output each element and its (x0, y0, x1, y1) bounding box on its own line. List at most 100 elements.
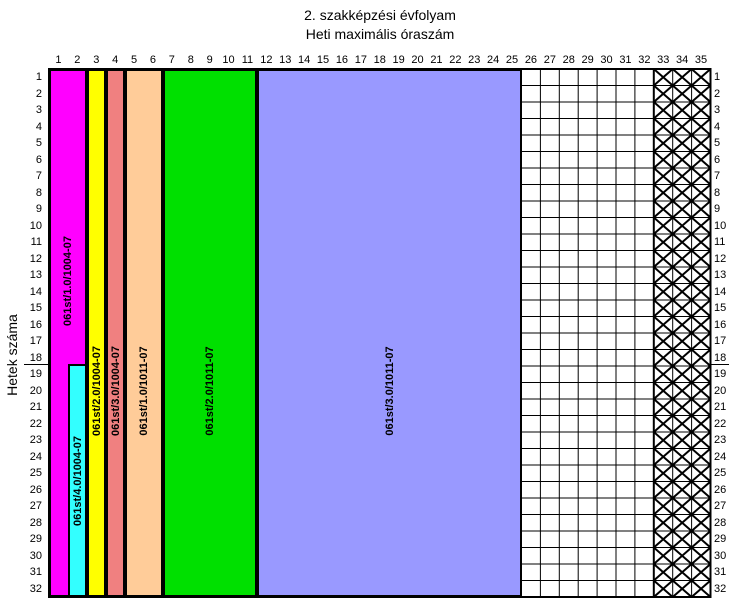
cross-line (672, 249, 693, 268)
week-number-right: 13 (714, 269, 727, 281)
cross-line (672, 480, 693, 499)
cross-line (690, 513, 712, 532)
week-number-right: 5 (714, 137, 721, 149)
cross-line (653, 332, 674, 351)
week-number-left: 3 (35, 104, 42, 116)
column-number: 8 (187, 54, 194, 66)
cross-line (690, 431, 712, 450)
column-number: 21 (430, 54, 443, 66)
cross-line (690, 315, 712, 334)
cross-line (672, 299, 693, 318)
cross-line (672, 68, 693, 87)
column-number: 16 (335, 54, 349, 66)
cross-line (653, 513, 674, 532)
week-number-right: 15 (714, 302, 727, 314)
week-number-right: 29 (714, 533, 727, 545)
cross-line (690, 299, 712, 318)
cross-line (653, 546, 674, 565)
cross-line (653, 431, 674, 450)
column-number: 28 (562, 54, 575, 66)
module-block-3: 061st/3.0/1004-07 (106, 69, 125, 597)
cross-line (672, 365, 693, 384)
module-label: 061st/1.0/1004-07 (62, 235, 74, 326)
cross-line (690, 134, 712, 153)
cross-line (653, 414, 674, 433)
week-number-right: 17 (714, 335, 727, 347)
semester-divider-right (710, 364, 729, 365)
cross-line (672, 266, 693, 285)
week-number-right: 1 (714, 71, 721, 83)
week-number-right: 20 (714, 384, 727, 397)
cross-line (672, 464, 693, 483)
cross-line (653, 233, 674, 252)
week-number-left: 29 (29, 533, 42, 545)
week-number-left: 23 (29, 434, 42, 446)
week-number-left: 12 (29, 252, 42, 265)
week-number-left: 18 (29, 351, 42, 364)
week-number-left: 19 (29, 368, 42, 380)
module-label: 061st/2.0/1004-07 (90, 345, 103, 436)
week-number-left: 26 (29, 483, 42, 496)
cross-line (672, 150, 693, 169)
week-number-right: 32 (714, 582, 727, 595)
cross-line (690, 233, 712, 252)
cross-line (672, 447, 693, 466)
week-number-left: 31 (29, 566, 42, 578)
cross-line (672, 497, 693, 516)
diagram-subtitle: Heti maximális óraszám (305, 26, 455, 42)
week-number-left: 14 (29, 285, 42, 298)
cross-line (672, 101, 693, 120)
week-number-right: 8 (714, 186, 721, 199)
column-number: 13 (279, 54, 292, 66)
week-number-right: 2 (714, 87, 721, 100)
column-number: 2 (74, 54, 81, 66)
week-number-right: 26 (714, 483, 727, 496)
cross-line (690, 464, 712, 483)
week-number-right: 3 (714, 104, 721, 116)
column-number: 12 (260, 54, 273, 66)
cross-line (653, 365, 674, 384)
column-number: 3 (93, 54, 100, 66)
cross-line (672, 84, 693, 103)
cross-line (672, 134, 693, 153)
cross-line (653, 398, 674, 417)
cross-line (672, 332, 693, 351)
cross-line (690, 497, 712, 516)
week-number-right: 18 (714, 351, 727, 364)
cross-line (653, 167, 674, 186)
cross-line (672, 117, 693, 136)
cross-line (690, 84, 712, 103)
cross-line (653, 282, 674, 301)
week-number-right: 12 (714, 252, 727, 265)
cross-line (653, 266, 674, 285)
cross-line (690, 282, 712, 301)
cross-line (653, 348, 674, 367)
cross-line (672, 414, 693, 433)
week-number-left: 28 (29, 516, 42, 529)
column-number: 23 (468, 54, 481, 66)
cross-line (672, 513, 693, 532)
cross-line (653, 464, 674, 483)
column-number: 32 (638, 54, 651, 66)
column-number: 6 (149, 54, 156, 66)
column-number: 26 (524, 54, 538, 66)
cross-line (672, 233, 693, 252)
module-label: 061st/3.0/1011-07 (383, 345, 396, 436)
cross-line (690, 414, 712, 433)
column-number: 33 (657, 54, 670, 66)
column-number: 31 (619, 54, 632, 66)
column-number: 22 (449, 54, 462, 66)
week-number-right: 4 (714, 120, 721, 133)
module-block-6: 061st/2.0/1011-07 (163, 69, 257, 597)
column-number: 14 (298, 54, 311, 66)
cross-line (672, 563, 693, 582)
week-number-left: 9 (35, 203, 42, 215)
cross-line (653, 200, 674, 219)
cross-line (672, 282, 693, 301)
cross-line (672, 579, 693, 598)
cross-line (690, 200, 712, 219)
week-number-left: 6 (35, 153, 42, 166)
cross-line (653, 101, 674, 120)
cross-line (672, 398, 693, 417)
cross-line (653, 134, 674, 153)
